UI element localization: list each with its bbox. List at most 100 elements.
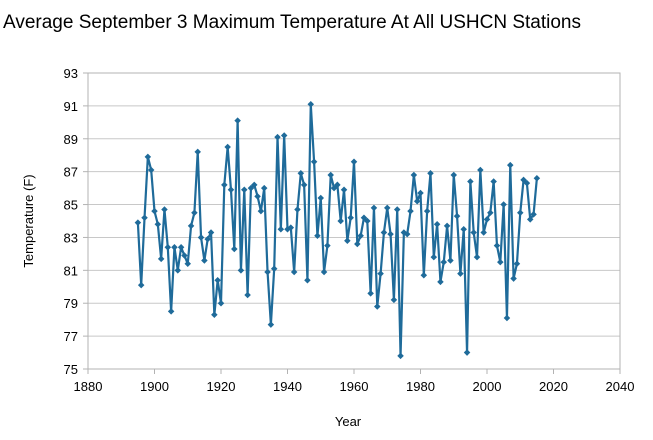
data-point: [320, 268, 328, 276]
y-tick-label: 91: [64, 99, 78, 114]
data-point: [526, 216, 534, 223]
data-point: [201, 257, 208, 264]
data-point: [390, 296, 398, 304]
data-point: [493, 242, 501, 249]
plot-frame: [87, 72, 621, 370]
y-tick-labels: 75 77 79 81 83 85 87 89 91 93: [64, 66, 88, 377]
data-point: [294, 206, 301, 213]
y-tick-label: 79: [64, 296, 78, 311]
series-temperature: [134, 100, 541, 360]
data-point: [244, 291, 251, 299]
data-point: [191, 209, 198, 217]
data-point: [227, 186, 235, 194]
data-point: [297, 170, 305, 177]
data-point: [433, 221, 441, 228]
x-tick-label: 1920: [207, 379, 236, 394]
data-point: [171, 244, 178, 251]
data-point: [470, 229, 477, 236]
data-point: [137, 281, 145, 289]
data-point: [497, 258, 504, 266]
data-point: [523, 179, 531, 187]
x-tick-label: 1900: [140, 379, 169, 394]
data-point: [164, 244, 172, 251]
data-point: [300, 181, 308, 189]
x-tick-label: 2040: [606, 379, 635, 394]
data-point: [467, 178, 474, 185]
data-point: [317, 194, 325, 202]
y-tick-label: 89: [64, 132, 78, 147]
data-point: [237, 267, 245, 274]
data-point: [217, 299, 225, 307]
data-point: [364, 217, 371, 225]
data-point: [147, 166, 155, 174]
data-point: [241, 186, 248, 194]
data-point: [247, 184, 255, 192]
data-point: [257, 207, 265, 215]
data-point: [503, 314, 511, 322]
data-point: [141, 214, 148, 221]
y-tick-label: 87: [64, 165, 78, 180]
data-point: [277, 225, 285, 233]
data-point: [197, 234, 205, 241]
data-point: [437, 278, 444, 286]
data-point: [447, 257, 454, 264]
data-point: [403, 230, 411, 238]
data-point: [380, 229, 388, 236]
data-point: [520, 176, 527, 184]
data-point: [500, 201, 507, 208]
data-point: [310, 158, 318, 166]
data-point: [177, 244, 185, 251]
x-tick-label: 1960: [340, 379, 369, 394]
data-point: [460, 225, 467, 233]
data-point: [214, 276, 221, 284]
data-point: [264, 268, 271, 276]
data-point: [144, 153, 152, 161]
data-point: [420, 272, 428, 279]
data-point: [393, 206, 401, 213]
data-point: [231, 245, 238, 253]
data-point: [304, 276, 311, 284]
data-point: [513, 260, 521, 268]
data-point: [440, 258, 448, 266]
data-point: [187, 222, 195, 230]
x-axis-label: Year: [335, 414, 362, 429]
data-point: [407, 207, 414, 215]
data-point: [250, 181, 258, 189]
data-point: [427, 170, 434, 177]
data-point: [324, 242, 331, 249]
data-point: [360, 214, 368, 221]
data-point: [161, 206, 168, 213]
data-point: [423, 207, 431, 215]
data-point: [357, 232, 364, 240]
data-point: [457, 270, 464, 277]
data-point: [234, 117, 241, 124]
data-point: [174, 267, 182, 274]
x-tick-label: 2020: [539, 379, 568, 394]
data-point: [194, 148, 201, 156]
data-point: [397, 352, 404, 360]
data-point: [413, 198, 421, 205]
data-point: [453, 212, 461, 220]
data-point: [483, 216, 491, 223]
y-tick-label: 83: [64, 230, 78, 245]
y-tick-label: 81: [64, 263, 78, 278]
x-tick-label: 1940: [273, 379, 302, 394]
series-line: [136, 103, 538, 357]
data-point: [337, 217, 344, 225]
data-point: [530, 211, 537, 218]
data-point: [287, 224, 295, 231]
data-point: [260, 184, 268, 192]
data-point: [354, 240, 361, 248]
data-point: [280, 132, 288, 139]
data-point: [370, 204, 378, 212]
data-point: [463, 349, 471, 356]
data-point: [184, 260, 192, 268]
data-point: [340, 186, 348, 194]
data-point: [487, 209, 494, 217]
y-tick-label: 85: [64, 198, 78, 213]
data-point: [330, 184, 338, 192]
data-point: [417, 189, 424, 197]
data-point: [480, 229, 487, 236]
data-point: [510, 275, 517, 282]
